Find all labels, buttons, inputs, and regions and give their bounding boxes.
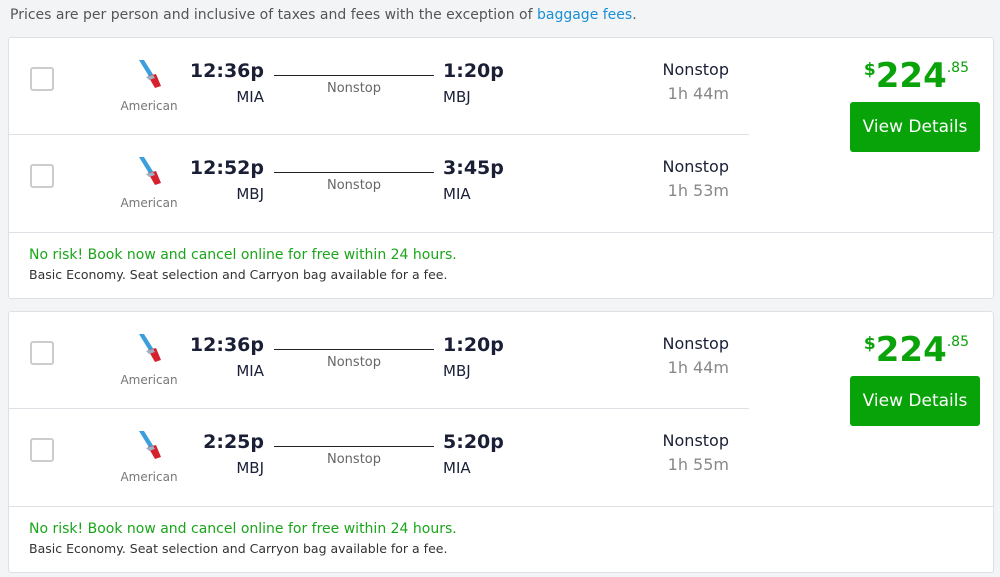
stops: Nonstop <box>662 334 729 353</box>
arrival-airport: MIA <box>443 459 471 477</box>
fare-info: No risk! Book now and cancel online for … <box>9 232 993 296</box>
departure-time: 12:52p <box>189 157 264 179</box>
arrival-time: 1:20p <box>443 334 504 356</box>
fare-info: No risk! Book now and cancel online for … <box>9 506 993 570</box>
airline-name: American <box>120 196 178 210</box>
route-line <box>274 75 434 76</box>
fare-class-text: Basic Economy. Seat selection and Carryo… <box>29 541 448 556</box>
price: $224.85 <box>864 330 969 370</box>
arrival-time: 5:20p <box>443 431 504 453</box>
view-details-button[interactable]: View Details <box>850 376 980 426</box>
flight-leg: American 2:25p MBJ Nonstop 5:20p MIA Non… <box>9 409 749 506</box>
stops: Nonstop <box>662 157 729 176</box>
flight-leg: American 12:36p MIA Nonstop 1:20p MBJ No… <box>9 38 749 135</box>
duration: 1h 44m <box>667 84 729 103</box>
flight-result-card: American 12:36p MIA Nonstop 1:20p MBJ No… <box>8 37 994 299</box>
price: $224.85 <box>864 56 969 96</box>
fare-class-text: Basic Economy. Seat selection and Carryo… <box>29 267 448 282</box>
arrival-time: 1:20p <box>443 60 504 82</box>
airline-name: American <box>120 470 178 484</box>
price-currency: $ <box>863 60 876 80</box>
route-stops-label: Nonstop <box>327 355 381 370</box>
select-checkbox[interactable] <box>30 438 54 462</box>
arrival-airport: MIA <box>443 185 471 203</box>
arrival-airport: MBJ <box>443 362 471 380</box>
stops: Nonstop <box>662 60 729 79</box>
notice-end: . <box>632 7 637 23</box>
american-airlines-logo-icon <box>139 431 161 459</box>
route-stops-label: Nonstop <box>327 81 381 96</box>
departure-time: 12:36p <box>189 334 264 356</box>
price-whole: 224 <box>875 56 947 96</box>
select-checkbox[interactable] <box>30 164 54 188</box>
route-stops-label: Nonstop <box>327 178 381 193</box>
view-details-button[interactable]: View Details <box>850 102 980 152</box>
departure-airport: MBJ <box>236 185 264 203</box>
arrival-airport: MBJ <box>443 88 471 106</box>
flight-leg: American 12:36p MIA Nonstop 1:20p MBJ No… <box>9 312 749 409</box>
select-checkbox[interactable] <box>30 67 54 91</box>
route-line <box>274 172 434 173</box>
departure-airport: MBJ <box>236 459 264 477</box>
price-currency: $ <box>863 334 876 354</box>
free-cancel-text: No risk! Book now and cancel online for … <box>29 247 457 263</box>
departure-airport: MIA <box>236 362 264 380</box>
duration: 1h 44m <box>667 358 729 377</box>
departure-time: 12:36p <box>189 60 264 82</box>
stops: Nonstop <box>662 431 729 450</box>
flight-leg: American 12:52p MBJ Nonstop 3:45p MIA No… <box>9 135 749 232</box>
notice-text: Prices are per person and inclusive of t… <box>10 7 537 23</box>
airline-name: American <box>120 99 178 113</box>
airline-name: American <box>120 373 178 387</box>
flight-result-card: American 12:36p MIA Nonstop 1:20p MBJ No… <box>8 311 994 573</box>
american-airlines-logo-icon <box>139 334 161 362</box>
route-line <box>274 349 434 350</box>
american-airlines-logo-icon <box>139 157 161 185</box>
route-stops-label: Nonstop <box>327 452 381 467</box>
price-whole: 224 <box>875 330 947 370</box>
american-airlines-logo-icon <box>139 60 161 88</box>
price-notice: Prices are per person and inclusive of t… <box>10 7 637 23</box>
free-cancel-text: No risk! Book now and cancel online for … <box>29 521 457 537</box>
duration: 1h 53m <box>667 181 729 200</box>
arrival-time: 3:45p <box>443 157 504 179</box>
route-line <box>274 446 434 447</box>
departure-airport: MIA <box>236 88 264 106</box>
price-cents: .85 <box>946 334 969 350</box>
select-checkbox[interactable] <box>30 341 54 365</box>
baggage-fees-link[interactable]: baggage fees <box>536 7 633 23</box>
duration: 1h 55m <box>667 455 729 474</box>
price-cents: .85 <box>946 60 969 76</box>
departure-time: 2:25p <box>203 431 264 453</box>
